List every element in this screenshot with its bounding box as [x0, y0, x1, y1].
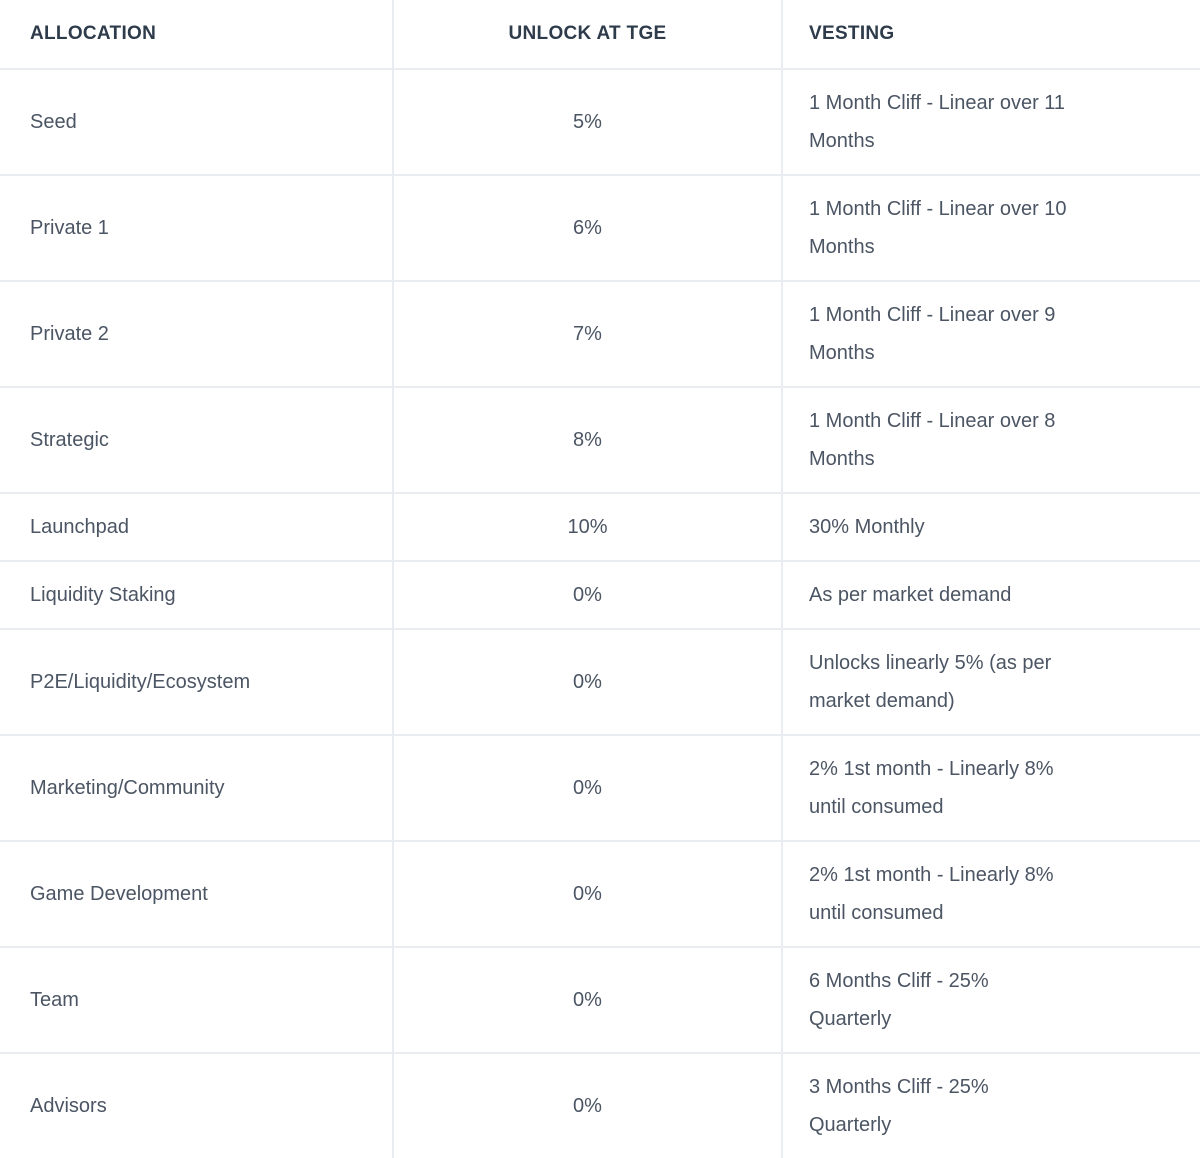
unlock-at-tge-cell: 10% [393, 493, 783, 561]
vesting-line: 2% 1st month - Linearly 8% [809, 758, 1054, 780]
vesting-line: Quarterly [809, 1114, 892, 1136]
allocation-cell: Marketing/Community [0, 735, 394, 841]
table-row-strategic: Strategic 8% 1 Month Cliff - Linear over… [0, 387, 1200, 493]
vesting-line: Months [809, 448, 875, 470]
table-row-private-1: Private 1 6% 1 Month Cliff - Linear over… [0, 175, 1200, 281]
column-header-vesting: VESTING [782, 0, 1200, 69]
allocation-cell: Private 2 [0, 281, 394, 387]
allocation-cell: Advisors [0, 1053, 394, 1158]
vesting-line: 1 Month Cliff - Linear over 9 [809, 304, 1056, 326]
table-row-marketing-community: Marketing/Community 0% 2% 1st month - Li… [0, 735, 1200, 841]
vesting-line: Months [809, 236, 875, 258]
vesting-cell: 1 Month Cliff - Linear over 9 Months [782, 281, 1200, 387]
table-row-p2e-liquidity-ecosystem: P2E/Liquidity/Ecosystem 0% Unlocks linea… [0, 629, 1200, 735]
vesting-cell: 2% 1st month - Linearly 8% until consumed [782, 841, 1200, 947]
unlock-at-tge-cell: 0% [393, 629, 783, 735]
allocation-cell: Liquidity Staking [0, 561, 394, 629]
vesting-line: 2% 1st month - Linearly 8% [809, 864, 1054, 886]
unlock-at-tge-cell: 0% [393, 841, 783, 947]
vesting-line: until consumed [809, 796, 944, 818]
table-header-row: ALLOCATION UNLOCK AT TGE VESTING [0, 0, 1200, 69]
column-header-unlock-at-tge: UNLOCK AT TGE [393, 0, 783, 69]
unlock-at-tge-cell: 0% [393, 735, 783, 841]
vesting-cell: 6 Months Cliff - 25% Quarterly [782, 947, 1200, 1053]
vesting-line: until consumed [809, 902, 944, 924]
vesting-line: 6 Months Cliff - 25% [809, 970, 989, 992]
vesting-line: 1 Month Cliff - Linear over 8 [809, 410, 1056, 432]
vesting-line: Unlocks linearly 5% (as per [809, 652, 1052, 674]
unlock-at-tge-cell: 6% [393, 175, 783, 281]
vesting-line: Months [809, 342, 875, 364]
allocation-cell: Private 1 [0, 175, 394, 281]
vesting-line: As per market demand [809, 584, 1012, 606]
table-row-advisors: Advisors 0% 3 Months Cliff - 25% Quarterl… [0, 1053, 1200, 1158]
allocation-cell: Strategic [0, 387, 394, 493]
table-row-game-development: Game Development 0% 2% 1st month - Linea… [0, 841, 1200, 947]
unlock-at-tge-cell: 7% [393, 281, 783, 387]
vesting-cell: 1 Month Cliff - Linear over 11 Months [782, 69, 1200, 175]
table-row-liquidity-staking: Liquidity Staking 0% As per market deman… [0, 561, 1200, 629]
allocation-cell: P2E/Liquidity/Ecosystem [0, 629, 394, 735]
vesting-cell: Unlocks linearly 5% (as per market demand… [782, 629, 1200, 735]
unlock-at-tge-cell: 0% [393, 947, 783, 1053]
table-row-team: Team 0% 6 Months Cliff - 25% Quarterly [0, 947, 1200, 1053]
vesting-line: 1 Month Cliff - Linear over 10 [809, 198, 1067, 220]
vesting-cell: 1 Month Cliff - Linear over 8 Months [782, 387, 1200, 493]
vesting-line: 3 Months Cliff - 25% [809, 1076, 989, 1098]
vesting-cell: 2% 1st month - Linearly 8% until consumed [782, 735, 1200, 841]
table-row-private-2: Private 2 7% 1 Month Cliff - Linear over… [0, 281, 1200, 387]
allocation-cell: Team [0, 947, 394, 1053]
vesting-cell: 3 Months Cliff - 25% Quarterly [782, 1053, 1200, 1158]
allocation-cell: Launchpad [0, 493, 394, 561]
unlock-at-tge-cell: 0% [393, 1053, 783, 1158]
vesting-line: Months [809, 130, 875, 152]
vesting-cell: 1 Month Cliff - Linear over 10 Months [782, 175, 1200, 281]
vesting-cell: 30% Monthly [782, 493, 1200, 561]
vesting-line: market demand) [809, 690, 955, 712]
column-header-allocation: ALLOCATION [0, 0, 394, 69]
vesting-line: 1 Month Cliff - Linear over 11 [809, 92, 1066, 114]
vesting-line: Quarterly [809, 1008, 892, 1030]
vesting-line: 30% Monthly [809, 516, 925, 538]
unlock-at-tge-cell: 0% [393, 561, 783, 629]
vesting-cell: As per market demand [782, 561, 1200, 629]
table-body: Seed 5% 1 Month Cliff - Linear over 11 Mo… [0, 69, 1200, 1158]
unlock-at-tge-cell: 5% [393, 69, 783, 175]
unlock-at-tge-cell: 8% [393, 387, 783, 493]
table-row-seed: Seed 5% 1 Month Cliff - Linear over 11 Mo… [0, 69, 1200, 175]
allocation-cell: Seed [0, 69, 394, 175]
allocation-cell: Game Development [0, 841, 394, 947]
table-row-launchpad: Launchpad 10% 30% Monthly [0, 493, 1200, 561]
